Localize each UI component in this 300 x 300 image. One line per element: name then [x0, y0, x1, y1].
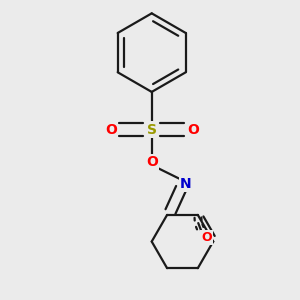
Text: N: N	[180, 177, 192, 191]
Text: O: O	[146, 155, 158, 169]
Text: O: O	[201, 231, 212, 244]
Text: S: S	[147, 122, 157, 136]
Text: O: O	[105, 122, 117, 136]
Text: O: O	[187, 122, 199, 136]
